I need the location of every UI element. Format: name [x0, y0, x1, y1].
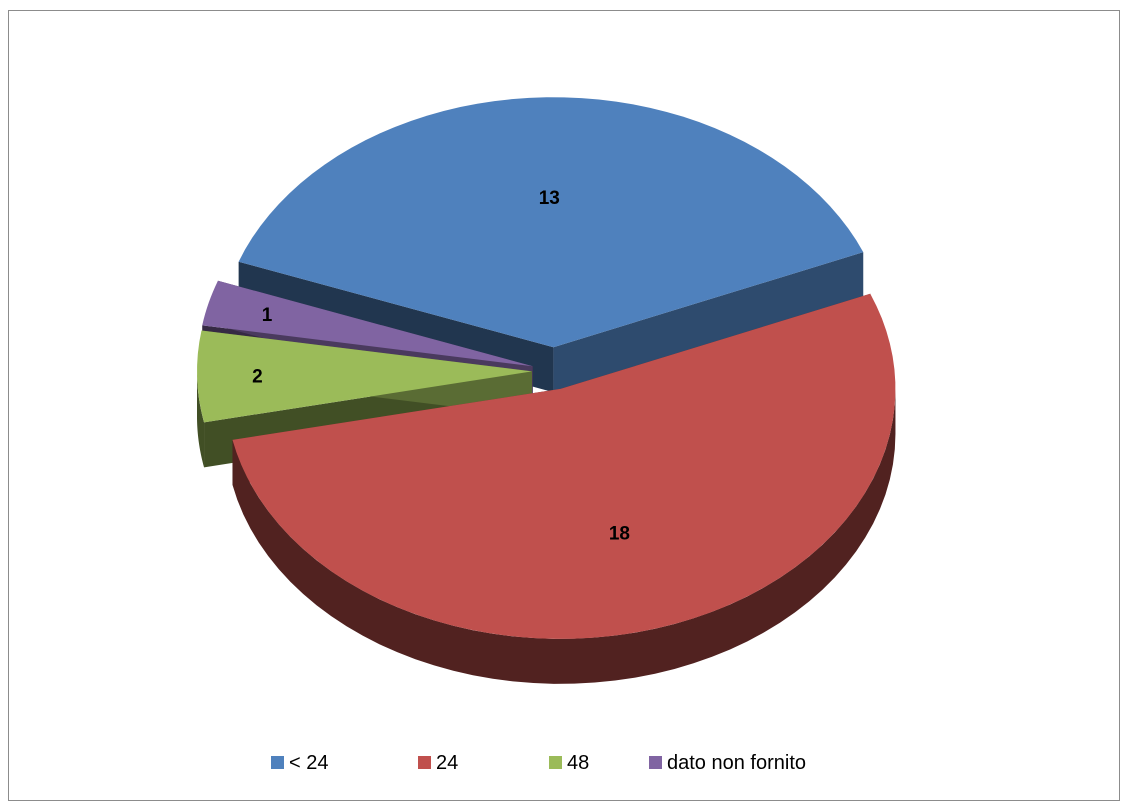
legend-item: 48 [549, 752, 589, 774]
data-label: 1 [262, 305, 273, 326]
slice-rim [197, 371, 205, 468]
slice-top-face [232, 293, 896, 639]
legend-swatch [418, 756, 431, 769]
data-label: 18 [609, 523, 630, 544]
legend-item: dato non fornito [649, 752, 806, 774]
data-labels: 13 18 2 1 [252, 188, 630, 544]
legend: < 24 24 48 dato non fornito [271, 752, 806, 774]
legend-swatch [549, 756, 562, 769]
slice-side-wall [553, 252, 864, 393]
legend-swatch [271, 756, 284, 769]
slice-top-face [238, 97, 864, 348]
pie-slice [232, 293, 896, 684]
data-label: 2 [252, 367, 263, 388]
legend-label: 24 [436, 752, 458, 774]
legend-label: dato non fornito [667, 752, 806, 774]
pie-chart: 13 18 2 1 < 24 24 48 dato non fornito [197, 97, 896, 774]
slice-top-face [197, 330, 533, 423]
legend-label: 48 [567, 752, 589, 774]
data-label: 13 [539, 188, 560, 209]
legend-item: 24 [418, 752, 458, 774]
pie-slices [197, 97, 896, 684]
chart-area: 13 18 2 1 < 24 24 48 dato non fornito [8, 10, 1120, 801]
slice-rim [232, 388, 896, 684]
slice-top-face [202, 280, 533, 367]
legend-label: < 24 [289, 752, 328, 774]
legend-item: < 24 [271, 752, 328, 774]
legend-swatch [649, 756, 662, 769]
